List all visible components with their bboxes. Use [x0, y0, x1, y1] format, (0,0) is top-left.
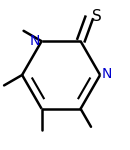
Text: N: N [102, 67, 112, 81]
Text: N: N [29, 34, 40, 48]
Text: S: S [92, 9, 102, 24]
